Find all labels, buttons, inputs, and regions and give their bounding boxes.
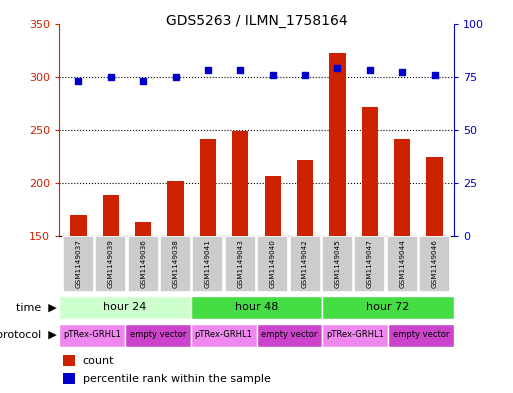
Text: empty vector: empty vector xyxy=(261,330,318,339)
Point xyxy=(171,73,180,80)
Bar xyxy=(388,323,454,347)
Point xyxy=(107,73,115,80)
Text: empty vector: empty vector xyxy=(393,330,449,339)
Bar xyxy=(322,296,454,319)
Point xyxy=(366,67,374,73)
Bar xyxy=(70,215,87,236)
Text: hour 24: hour 24 xyxy=(103,302,147,312)
Text: GSM1149040: GSM1149040 xyxy=(270,239,275,288)
Point xyxy=(236,67,244,73)
Text: empty vector: empty vector xyxy=(130,330,186,339)
Text: GSM1149038: GSM1149038 xyxy=(172,239,179,288)
Bar xyxy=(191,296,322,319)
Point xyxy=(204,67,212,73)
Bar xyxy=(95,236,126,292)
Point xyxy=(269,72,277,78)
Bar xyxy=(59,323,125,347)
Text: percentile rank within the sample: percentile rank within the sample xyxy=(83,374,270,384)
Bar xyxy=(128,236,159,292)
Bar xyxy=(257,236,288,292)
Point xyxy=(74,78,83,84)
Bar xyxy=(192,236,224,292)
Bar xyxy=(387,236,418,292)
Text: GDS5263 / ILMN_1758164: GDS5263 / ILMN_1758164 xyxy=(166,14,347,28)
Bar xyxy=(322,323,388,347)
Bar xyxy=(103,195,119,236)
Text: pTRex-GRHL1: pTRex-GRHL1 xyxy=(63,330,121,339)
Bar xyxy=(426,157,443,236)
Bar xyxy=(191,323,256,347)
Text: GSM1149044: GSM1149044 xyxy=(399,239,405,288)
Bar xyxy=(167,181,184,236)
Text: protocol  ▶: protocol ▶ xyxy=(0,330,56,340)
Bar xyxy=(297,160,313,236)
Text: GSM1149045: GSM1149045 xyxy=(334,239,341,288)
Bar xyxy=(63,236,94,292)
Bar xyxy=(135,222,151,236)
Bar xyxy=(59,296,191,319)
Bar xyxy=(63,373,75,384)
Text: pTRex-GRHL1: pTRex-GRHL1 xyxy=(326,330,384,339)
Text: pTRex-GRHL1: pTRex-GRHL1 xyxy=(194,330,252,339)
Text: GSM1149043: GSM1149043 xyxy=(238,239,243,288)
Text: GSM1149039: GSM1149039 xyxy=(108,239,114,288)
Text: GSM1149036: GSM1149036 xyxy=(140,239,146,288)
Text: time  ▶: time ▶ xyxy=(16,303,56,312)
Text: hour 72: hour 72 xyxy=(366,302,410,312)
Point xyxy=(333,65,342,71)
Bar xyxy=(200,139,216,236)
Point xyxy=(139,78,147,84)
Bar xyxy=(232,131,248,236)
Bar xyxy=(362,107,378,236)
Bar xyxy=(354,236,385,292)
Text: GSM1149046: GSM1149046 xyxy=(431,239,438,288)
Text: GSM1149042: GSM1149042 xyxy=(302,239,308,288)
Bar xyxy=(394,139,410,236)
Text: GSM1149037: GSM1149037 xyxy=(75,239,82,288)
Bar xyxy=(125,323,191,347)
Text: GSM1149041: GSM1149041 xyxy=(205,239,211,288)
Point xyxy=(301,72,309,78)
Text: hour 48: hour 48 xyxy=(235,302,278,312)
Bar xyxy=(63,355,75,366)
Bar xyxy=(225,236,256,292)
Bar xyxy=(256,323,322,347)
Bar xyxy=(419,236,450,292)
Bar xyxy=(322,236,353,292)
Bar xyxy=(289,236,321,292)
Bar xyxy=(160,236,191,292)
Text: GSM1149047: GSM1149047 xyxy=(367,239,373,288)
Point xyxy=(430,72,439,78)
Text: count: count xyxy=(83,356,114,366)
Bar xyxy=(265,176,281,236)
Bar xyxy=(329,53,346,236)
Point xyxy=(398,69,406,75)
